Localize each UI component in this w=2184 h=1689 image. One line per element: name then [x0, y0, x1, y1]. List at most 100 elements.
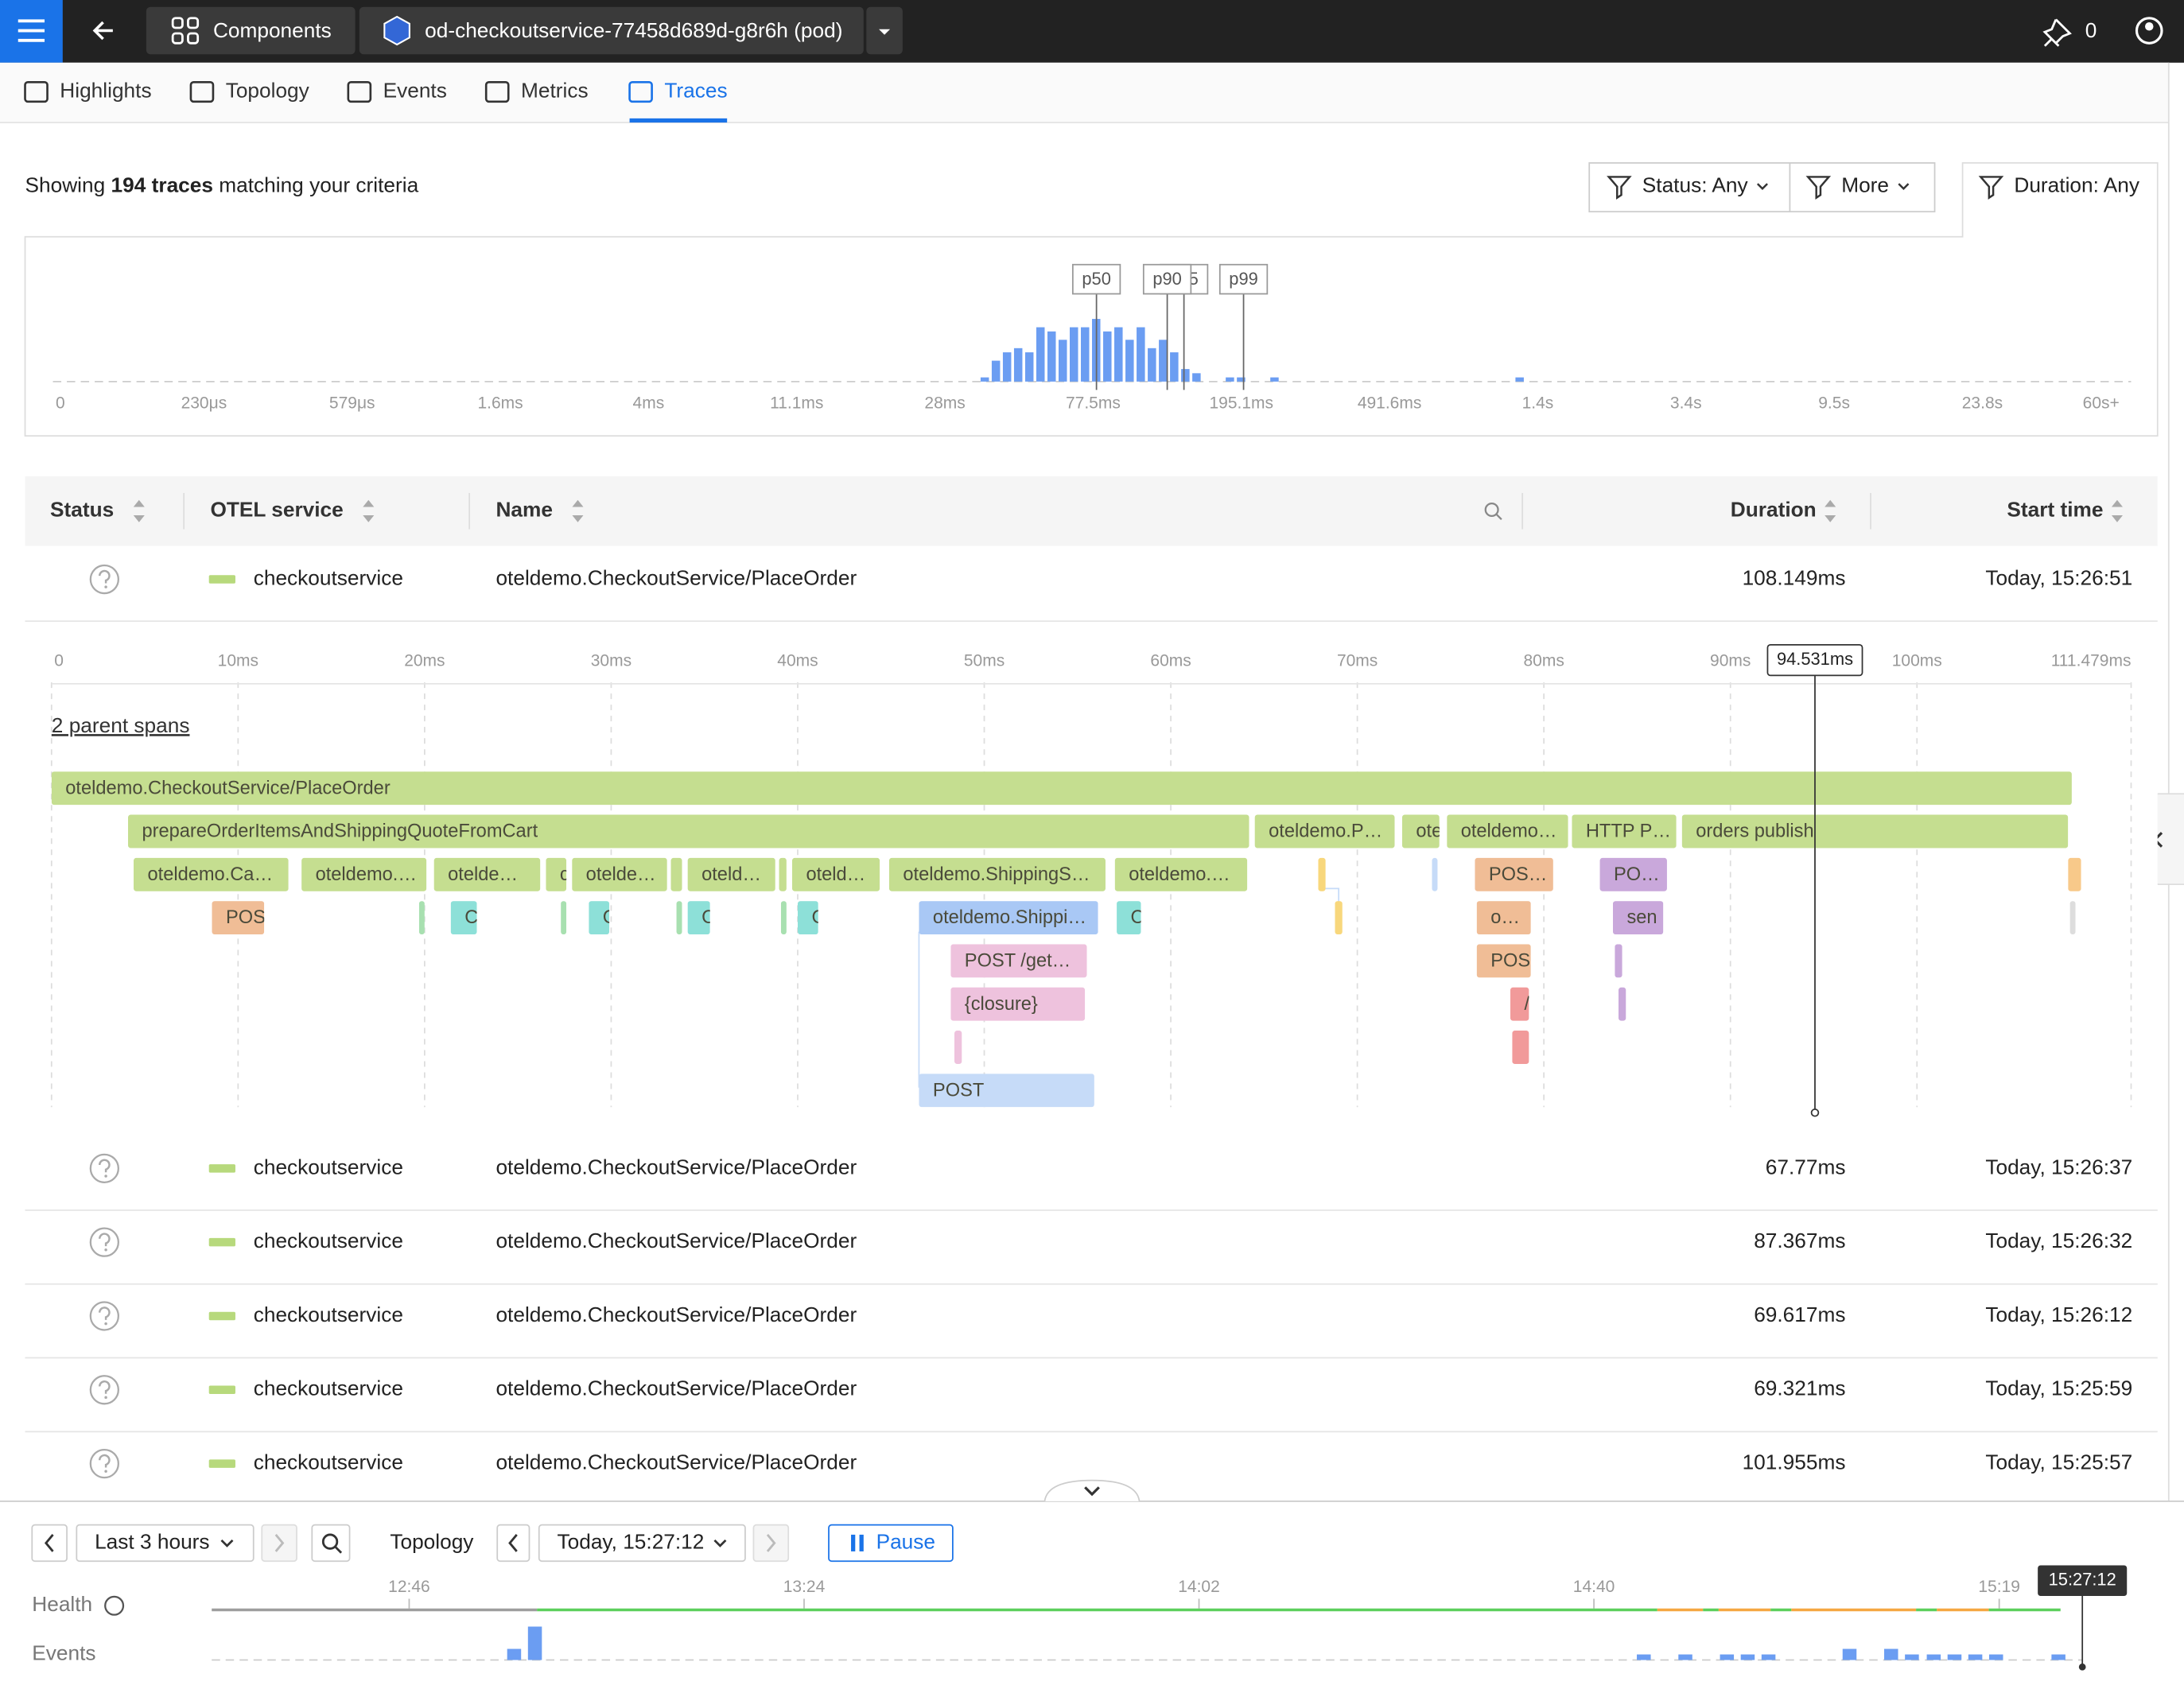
span[interactable]: oteldemo.ShippingS…	[888, 857, 1106, 891]
status-icon-mark	[98, 1454, 111, 1468]
span[interactable]	[418, 901, 425, 935]
range-next[interactable]	[261, 1524, 297, 1563]
zoom-button[interactable]	[311, 1524, 351, 1563]
column-header[interactable]: Status	[50, 498, 114, 522]
span[interactable]: oteldemo…	[1447, 814, 1568, 848]
span[interactable]: oteldemo.…	[301, 857, 427, 891]
span[interactable]	[2068, 857, 2081, 891]
span[interactable]: o…	[1476, 901, 1531, 935]
span[interactable]: orders publish	[1681, 814, 2069, 848]
span[interactable]: otelde…	[433, 857, 541, 891]
column-header[interactable]: OTEL service	[210, 498, 343, 522]
event-bar	[1988, 1654, 2003, 1660]
span-bar	[1476, 901, 1531, 935]
span[interactable]: c	[546, 857, 569, 891]
span[interactable]: POS…	[1475, 857, 1553, 891]
span[interactable]: oteldemo.…	[1114, 857, 1248, 891]
span[interactable]	[1615, 944, 1622, 978]
span-bar	[301, 857, 427, 891]
span[interactable]	[676, 901, 682, 935]
span[interactable]	[2069, 901, 2076, 935]
span[interactable]	[670, 857, 682, 891]
span[interactable]: {closure}	[950, 987, 1086, 1021]
collapse-tab[interactable]	[1043, 1479, 1141, 1502]
span[interactable]: PO…	[1599, 857, 1667, 891]
span[interactable]: C	[687, 901, 716, 935]
status-icon-mark	[98, 1380, 111, 1394]
trace-name[interactable]: oteldemo.CheckoutService/PlaceOrder	[495, 565, 857, 589]
span[interactable]: /	[1510, 987, 1530, 1021]
span[interactable]: prepareOrderItemsAndShippingQuoteFromCar…	[127, 814, 1249, 848]
span[interactable]: POS	[1476, 944, 1531, 978]
time-tick-label: 40ms	[777, 651, 818, 670]
span[interactable]: oteldemo.P…	[1254, 814, 1395, 848]
span[interactable]: ote	[1401, 814, 1442, 848]
status-icon	[89, 1375, 119, 1405]
tab[interactable]: Highlights	[60, 79, 151, 103]
span-bar	[450, 901, 477, 935]
span-bar	[1447, 814, 1568, 848]
tab[interactable]: Topology	[226, 79, 310, 103]
tab[interactable]: Metrics	[521, 79, 589, 103]
health-help-icon[interactable]	[104, 1595, 125, 1616]
span[interactable]: HTTP P…	[1572, 814, 1677, 848]
span[interactable]: POST	[919, 1074, 1094, 1108]
span-bar	[791, 857, 880, 891]
histogram-axis-label: 3.4s	[1670, 394, 1702, 412]
parent-spans-link[interactable]: 2 parent spans	[52, 713, 190, 737]
time-select[interactable]	[538, 1524, 746, 1563]
filter-button[interactable]: More	[1841, 173, 1889, 197]
span[interactable]: oteldemo.CheckoutService/PlaceOrder	[51, 771, 2072, 806]
span[interactable]	[1318, 857, 1326, 891]
tab[interactable]: Events	[383, 79, 447, 103]
trace-name[interactable]: oteldemo.CheckoutService/PlaceOrder	[495, 1450, 857, 1474]
range-prev[interactable]	[31, 1524, 68, 1563]
span[interactable]	[779, 857, 787, 891]
column-header[interactable]: Start time	[2007, 498, 2103, 522]
span[interactable]	[561, 901, 567, 935]
filter-button[interactable]: Duration: Any	[2014, 173, 2139, 197]
histogram-bar	[1226, 377, 1234, 382]
trace-name[interactable]: oteldemo.CheckoutService/PlaceOrder	[495, 1303, 857, 1326]
span-bar	[687, 901, 710, 935]
span[interactable]: C	[797, 901, 826, 935]
resource-button[interactable]	[359, 6, 864, 55]
span[interactable]	[780, 901, 787, 935]
user-icon[interactable]	[2135, 17, 2163, 45]
span[interactable]	[1512, 1030, 1529, 1064]
span[interactable]: C	[450, 901, 479, 935]
span[interactable]	[1432, 857, 1438, 891]
histogram-bar	[1002, 352, 1012, 382]
trace-name[interactable]: oteldemo.CheckoutService/PlaceOrder	[495, 1376, 857, 1400]
histogram-axis-label: 4ms	[633, 394, 665, 412]
span[interactable]	[1618, 987, 1626, 1021]
pause-button[interactable]	[828, 1524, 954, 1563]
span[interactable]: oteldemo.Ca…	[133, 857, 289, 891]
pin-icon[interactable]	[2042, 18, 2072, 47]
span[interactable]: oteld…	[687, 857, 775, 891]
tab[interactable]: Traces	[664, 79, 727, 103]
trace-name[interactable]: oteldemo.CheckoutService/PlaceOrder	[495, 1155, 857, 1178]
span[interactable]: C	[589, 901, 616, 935]
time-next-icon	[766, 1534, 776, 1552]
span[interactable]: oteldemo.Shippi…	[919, 901, 1098, 935]
duration: 101.955ms	[1743, 1450, 1846, 1474]
back-button[interactable]	[92, 21, 113, 41]
filter-button[interactable]: Status: Any	[1642, 173, 1749, 197]
grid-icon	[171, 17, 200, 45]
time-prev[interactable]	[496, 1524, 530, 1563]
time-tick-label: 10ms	[218, 651, 258, 670]
span[interactable]: oteld…	[791, 857, 880, 891]
span[interactable]: C	[1117, 901, 1144, 935]
span[interactable]: sen	[1612, 901, 1664, 935]
trace-name[interactable]: oteldemo.CheckoutService/PlaceOrder	[495, 1229, 857, 1252]
span[interactable]: otelde…	[572, 857, 667, 891]
time-next[interactable]	[752, 1524, 790, 1563]
range-select[interactable]	[76, 1524, 255, 1563]
column-header[interactable]: Name	[495, 498, 552, 522]
column-header[interactable]: Duration	[1731, 498, 1817, 522]
span[interactable]: POST /get…	[950, 944, 1087, 978]
span[interactable]	[1335, 901, 1343, 935]
span[interactable]	[954, 1030, 962, 1064]
span[interactable]: POS	[212, 901, 266, 935]
